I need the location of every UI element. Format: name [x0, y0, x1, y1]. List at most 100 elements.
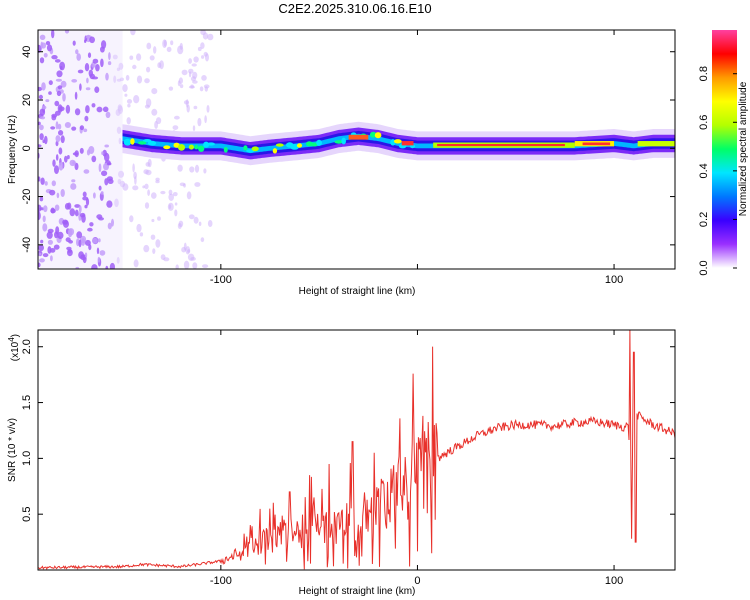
- noise-blob: [40, 41, 44, 49]
- noise-blob: [207, 33, 214, 41]
- noise-blob: [201, 75, 207, 81]
- noise-blob: [51, 180, 56, 187]
- noise-blob: [187, 249, 191, 253]
- noise-blob: [153, 46, 157, 54]
- noise-blob: [40, 177, 45, 185]
- noise-blob: [126, 117, 131, 125]
- ridge-blob: [275, 143, 284, 147]
- noise-blob: [116, 257, 120, 264]
- noise-blob: [79, 125, 85, 131]
- noise-blob: [106, 200, 113, 208]
- noise-blob: [206, 105, 210, 113]
- noise-blob: [100, 58, 104, 68]
- noise-blob: [189, 166, 195, 173]
- noise-blob: [56, 90, 62, 97]
- noise-blob: [113, 75, 117, 83]
- y-axis-label: Frequency (Hz): [7, 115, 18, 184]
- noise-blob: [44, 135, 48, 145]
- snr-frame: [37, 329, 676, 571]
- noise-blob: [136, 223, 142, 233]
- noise-blob: [130, 30, 136, 36]
- noise-blob: [143, 244, 150, 253]
- spectrogram-area: [38, 30, 675, 269]
- noise-blob: [47, 246, 52, 254]
- noise-blob: [179, 42, 183, 50]
- noise-blob: [81, 238, 86, 246]
- noise-blob: [129, 55, 134, 60]
- noise-blob: [178, 220, 184, 227]
- noise-blob: [48, 91, 52, 95]
- noise-blob: [181, 69, 188, 76]
- noise-blob: [146, 66, 151, 73]
- noise-blob: [58, 130, 64, 136]
- noise-blob: [55, 226, 60, 235]
- noise-blob: [125, 74, 130, 81]
- noise-blob: [78, 239, 82, 248]
- x-tick-label: -100: [210, 274, 232, 286]
- noise-blob: [74, 209, 79, 217]
- noise-blob: [198, 221, 202, 226]
- noise-blob: [97, 256, 101, 263]
- noise-blob: [200, 237, 205, 243]
- noise-blob: [70, 183, 77, 190]
- noise-blob: [60, 189, 65, 197]
- noise-blob: [64, 203, 70, 210]
- ridge-blob: [203, 141, 210, 148]
- noise-blob: [144, 78, 150, 84]
- y-tick-label: 1.5: [21, 395, 33, 410]
- noise-blob: [62, 93, 66, 102]
- x-tick-label: -100: [210, 575, 232, 587]
- noise-blob: [41, 105, 47, 110]
- noise-blob: [133, 259, 139, 268]
- noise-blob: [91, 264, 98, 269]
- noise-blob: [83, 128, 88, 133]
- noise-blob: [55, 154, 59, 161]
- noise-blob: [116, 67, 120, 72]
- noise-blob: [39, 133, 44, 141]
- noise-blob: [188, 214, 195, 220]
- noise-blob: [109, 262, 115, 269]
- noise-blob: [82, 196, 89, 201]
- noise-blob: [207, 220, 213, 227]
- noise-blob: [74, 204, 81, 208]
- colorbar-tick-label: 0.4: [698, 163, 710, 178]
- noise-blob: [144, 202, 150, 209]
- noise-blob: [38, 252, 42, 256]
- noise-blob: [106, 162, 112, 166]
- noise-blob: [174, 115, 180, 120]
- noise-blob: [102, 106, 109, 113]
- snr-area: [38, 330, 675, 570]
- noise-blob: [105, 265, 109, 269]
- noise-blob: [203, 168, 207, 174]
- noise-blob: [150, 234, 156, 240]
- noise-blob: [98, 217, 104, 221]
- noise-blob: [91, 103, 96, 108]
- noise-blob: [177, 164, 183, 172]
- ridge-core: [122, 133, 675, 154]
- noise-blob: [170, 40, 174, 46]
- x-tick-label: 100: [605, 575, 623, 587]
- noise-blob: [85, 105, 90, 114]
- noise-blob: [39, 124, 44, 131]
- noise-blob: [51, 30, 55, 39]
- noise-blob: [155, 239, 161, 248]
- noise-blob: [194, 164, 200, 173]
- noise-blob: [58, 106, 65, 112]
- noise-blob: [115, 109, 121, 116]
- y-tick-label: 2.0: [21, 339, 33, 354]
- noise-blob: [192, 125, 196, 132]
- noise-blob: [194, 182, 201, 187]
- noise-blob: [127, 103, 131, 108]
- noise-blob: [172, 192, 178, 197]
- noise-blob: [89, 222, 94, 227]
- noise-blob: [54, 59, 61, 63]
- noise-blob: [197, 46, 202, 52]
- noise-blob: [192, 262, 198, 269]
- noise-blob: [67, 249, 73, 257]
- noise-blob: [188, 58, 193, 64]
- noise-blob: [49, 189, 56, 196]
- noise-blob: [107, 222, 112, 230]
- noise-blob: [159, 60, 164, 70]
- noise-blob: [59, 61, 65, 71]
